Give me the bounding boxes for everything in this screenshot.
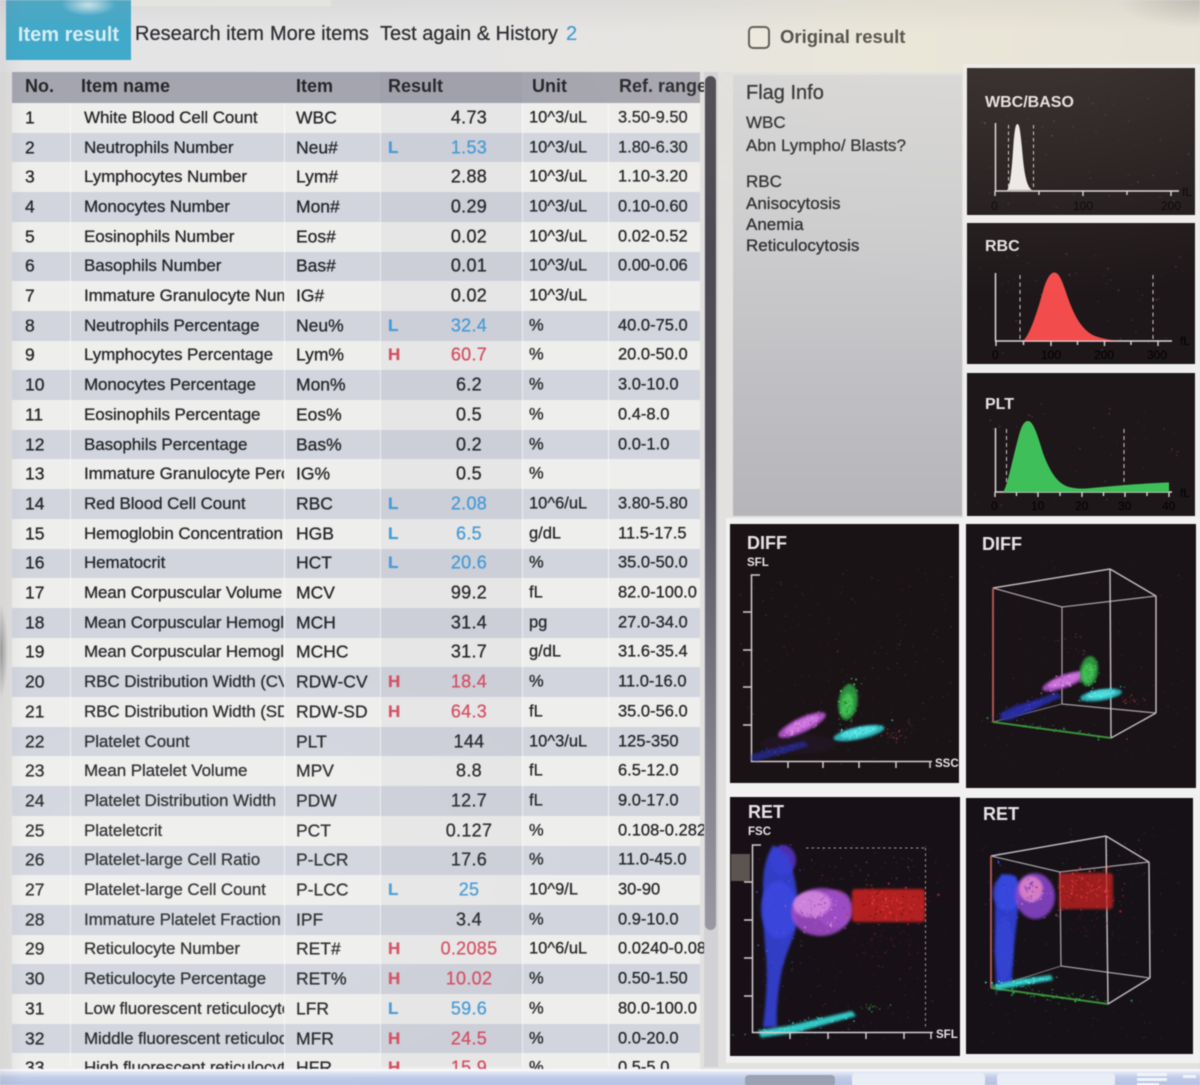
svg-text:WBC/BASO: WBC/BASO xyxy=(985,94,1074,111)
svg-text:PLT: PLT xyxy=(985,396,1014,413)
svg-text:SFL: SFL xyxy=(747,557,769,569)
svg-text:fL: fL xyxy=(1180,486,1190,500)
svg-text:30: 30 xyxy=(1118,499,1132,513)
svg-text:RET: RET xyxy=(983,804,1019,824)
svg-text:0: 0 xyxy=(991,499,998,513)
svg-text:300: 300 xyxy=(1147,348,1167,362)
svg-text:FSC: FSC xyxy=(748,826,771,838)
svg-text:200: 200 xyxy=(1094,348,1114,362)
svg-text:DIFF: DIFF xyxy=(747,533,787,553)
svg-text:200: 200 xyxy=(1161,199,1181,213)
svg-text:0: 0 xyxy=(991,199,998,213)
svg-text:100: 100 xyxy=(1073,199,1093,213)
svg-text:0: 0 xyxy=(992,348,999,362)
svg-text:SSC: SSC xyxy=(935,758,959,770)
svg-text:10: 10 xyxy=(1031,499,1045,513)
svg-text:RBC: RBC xyxy=(985,238,1020,255)
svg-text:fL: fL xyxy=(1180,334,1190,348)
svg-text:RET: RET xyxy=(748,802,784,822)
svg-text:20: 20 xyxy=(1075,499,1089,513)
svg-text:DIFF: DIFF xyxy=(982,534,1022,554)
svg-text:SFL: SFL xyxy=(936,1029,958,1041)
svg-text:100: 100 xyxy=(1041,348,1061,362)
svg-text:fL: fL xyxy=(1182,185,1192,199)
svg-text:40: 40 xyxy=(1162,499,1176,513)
